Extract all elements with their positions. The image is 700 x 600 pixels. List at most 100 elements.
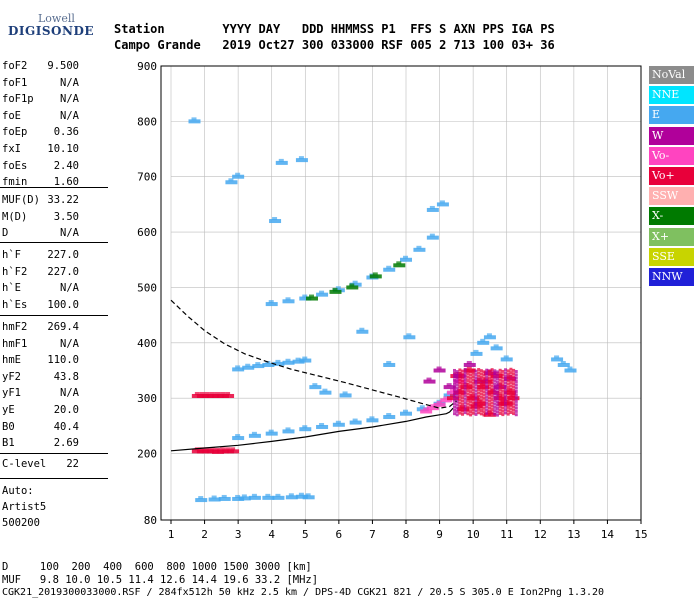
echo-point <box>228 178 234 182</box>
echo-point <box>509 397 513 401</box>
echo-point <box>386 413 392 417</box>
echo-point <box>493 412 497 416</box>
echo-point <box>288 493 294 497</box>
echo-point <box>198 496 204 500</box>
echo-point <box>302 495 315 500</box>
echo-point <box>487 379 491 383</box>
echo-point <box>490 374 494 378</box>
echo-point <box>359 327 365 331</box>
echo-point <box>490 368 494 372</box>
echo-point <box>504 394 508 398</box>
param-value: N/A <box>60 337 79 350</box>
echo-point <box>493 369 497 373</box>
echo-point <box>495 400 499 404</box>
echo-point <box>416 407 429 412</box>
echo-point <box>514 399 518 403</box>
echo-point <box>232 436 245 441</box>
param-value: 2.69 <box>53 437 79 450</box>
legend-item-sse: SSE <box>649 247 694 266</box>
echo-point <box>443 385 456 390</box>
echo-point <box>316 424 329 429</box>
echo-point <box>262 362 275 367</box>
echo-point <box>479 392 483 396</box>
echo-point <box>346 285 359 290</box>
header-labels: Station YYYY DAY DDD HHMMSS P1 FFS S AXN… <box>114 22 555 36</box>
echo-point <box>466 392 470 396</box>
echo-point <box>302 294 308 298</box>
echo-point <box>436 400 442 404</box>
echo-point <box>423 379 436 384</box>
echo-point <box>272 495 285 500</box>
echo-point <box>309 294 314 298</box>
echo-point <box>453 388 456 392</box>
echo-point <box>479 399 483 403</box>
echo-point <box>490 371 494 375</box>
x-tick-label: 9 <box>436 528 443 541</box>
echo-point <box>482 383 486 387</box>
echo-point <box>188 119 201 124</box>
y-tick-label: 700 <box>137 171 157 184</box>
echo-point <box>514 389 518 393</box>
echo-point <box>506 392 510 396</box>
echo-point <box>403 409 408 413</box>
echo-point <box>493 395 497 399</box>
echo-point <box>426 406 439 411</box>
echo-point <box>495 410 499 414</box>
echo-point <box>493 372 497 376</box>
echo-point <box>218 496 231 501</box>
echo-point <box>512 408 516 412</box>
echo-point <box>265 431 278 436</box>
echo-point <box>486 333 492 337</box>
profile-curve-dashed <box>170 299 457 409</box>
echo-point <box>482 370 486 374</box>
echo-point <box>485 408 489 412</box>
echo-point <box>469 400 473 404</box>
echo-point <box>476 399 482 403</box>
param-value: 33.22 <box>47 194 79 206</box>
y-tick-label: 500 <box>137 281 157 294</box>
echo-point <box>495 370 499 374</box>
param-name: foEs <box>2 159 28 172</box>
echo-point <box>466 395 470 399</box>
echo-point <box>479 375 483 379</box>
echo-point <box>493 344 499 348</box>
echo-point <box>567 366 573 370</box>
echo-point <box>439 200 445 204</box>
echo-point <box>490 394 494 398</box>
param-name: fmin <box>2 176 28 189</box>
echo-point <box>490 384 494 388</box>
echo-point <box>251 493 257 497</box>
echo-point <box>501 373 505 377</box>
echo-point <box>477 384 481 388</box>
echo-point <box>474 382 478 386</box>
echo-point <box>455 390 459 394</box>
echo-point <box>474 376 478 380</box>
param-name: h`F2 <box>2 265 28 278</box>
echo-point <box>265 302 278 307</box>
echo-point <box>495 380 499 384</box>
echo-point <box>474 392 478 396</box>
echo-point <box>482 410 486 414</box>
echo-point <box>495 377 499 381</box>
x-tick-label: 3 <box>235 528 242 541</box>
echo-point <box>463 367 467 371</box>
echo-point <box>453 368 456 372</box>
echo-point <box>487 386 491 390</box>
param-name: hmE <box>2 354 21 367</box>
echo-point <box>512 378 516 382</box>
echo-point <box>471 388 475 392</box>
y-tick-label: 800 <box>137 115 157 128</box>
echo-point <box>443 396 449 400</box>
param-name: D <box>2 227 9 240</box>
param-name: foE <box>2 109 21 122</box>
echo-point <box>453 372 456 376</box>
echo-point <box>366 418 379 423</box>
echo-point <box>469 390 473 394</box>
echo-point <box>461 409 465 413</box>
echo-point <box>383 362 396 367</box>
echo-point <box>560 360 566 364</box>
param-value: N/A <box>60 387 79 400</box>
echo-point <box>352 418 358 422</box>
param-name: hmF1 <box>2 337 28 350</box>
echo-point <box>487 412 491 416</box>
